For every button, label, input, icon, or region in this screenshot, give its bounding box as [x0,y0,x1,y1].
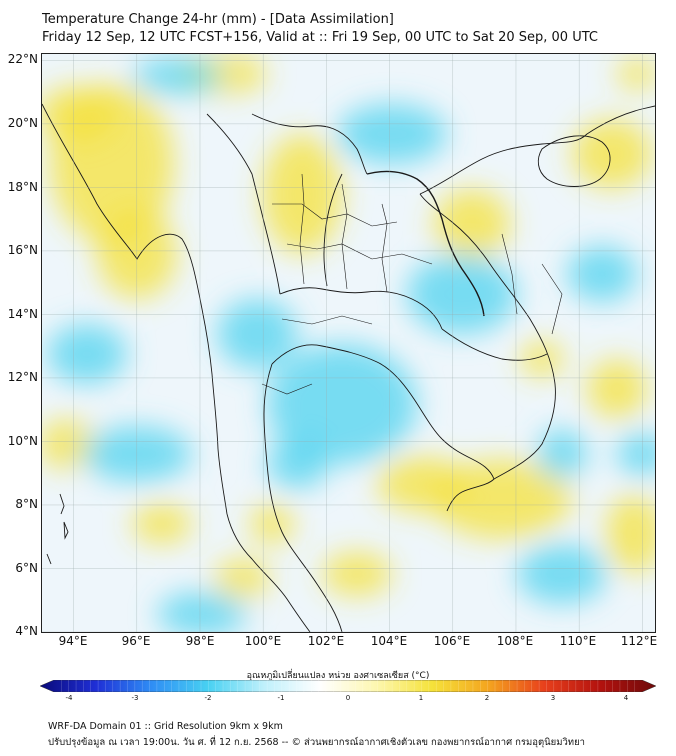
warm-area [587,359,647,419]
province-line [281,315,373,325]
coastline [226,513,311,632]
coastline [419,193,556,480]
border [279,287,443,330]
province-line [341,183,348,290]
province-line [381,203,388,293]
island [46,553,52,565]
warm-area [322,552,392,596]
warm-area [520,341,564,377]
colorbar-tick: 0 [345,694,351,702]
warm-area [617,58,655,90]
province-line [299,173,305,285]
colorbar-tick: -4 [65,694,73,702]
warm-area [250,504,294,544]
lat-label-8n: 8°N [15,497,38,511]
cool-area [47,324,127,384]
warm-area [42,86,117,142]
lon-label-110e: 110°E [559,634,597,648]
lon-label-98e: 98°E [185,634,215,648]
chart-subtitle: Friday 12 Sep, 12 UTC FCST+156, Valid at… [42,30,598,45]
colorbar-tick: 2 [484,694,490,702]
cool-area [217,299,297,369]
cool-area [517,544,607,604]
colorbar-tick: 3 [550,694,556,702]
cool-area [267,344,417,464]
border [441,328,548,361]
warm-area [132,504,192,544]
lat-label-22n: 22°N [7,52,38,66]
border [251,113,368,175]
lat-label-18n: 18°N [7,180,38,194]
cool-area [132,58,222,94]
graticule [42,54,655,632]
warm-area [606,494,655,574]
lon-label-106e: 106°E [433,634,471,648]
lon-label-96e: 96°E [121,634,151,648]
lat-label-16n: 16°N [7,243,38,257]
warm-area [42,419,95,469]
warm-area [432,459,572,539]
cool-area [567,246,637,302]
cool-area [267,439,327,489]
lon-label-112e: 112°E [620,634,658,648]
coastline [271,344,443,440]
lat-label-12n: 12°N [7,370,38,384]
colorbar-label: อุณหภูมิเปลี่ยนแปลง หน่วย องศาเซลเซียส (… [246,671,430,681]
footer-update-info: ปรับปรุงข้อมูล ณ เวลา 19:00น. วัน ศ. ที่… [48,737,585,748]
lon-label-102e: 102°E [307,634,345,648]
warm-area [214,559,270,599]
province-line [286,243,433,265]
island [59,493,65,515]
lat-label-6n: 6°N [15,561,38,575]
coastline [263,363,343,632]
coastline [42,103,228,515]
border [206,113,281,295]
cool-area [407,254,517,334]
warm-area [572,119,652,189]
chart-title: Temperature Change 24-hr (mm) - [Data As… [42,12,394,27]
warm-area [262,134,342,254]
province-line [261,383,313,395]
lat-label-20n: 20°N [7,116,38,130]
border [323,173,343,287]
colorbar-tick: -1 [277,694,285,702]
warm-area [434,189,510,259]
lat-label-10n: 10°N [7,434,38,448]
colorbar-tick: 1 [418,694,424,702]
coastlines-and-borders [42,103,655,632]
cool-area [157,592,247,632]
island [63,521,69,540]
warm-area [377,456,467,512]
lon-label-108e: 108°E [496,634,534,648]
lon-label-104e: 104°E [370,634,408,648]
border [366,170,485,317]
lat-label-4n: 4°N [15,624,38,638]
lon-label-94e: 94°E [58,634,88,648]
province-line [272,203,398,227]
lon-label-100e: 100°E [244,634,282,648]
lat-label-14n: 14°N [7,307,38,321]
coastline [537,135,611,187]
colorbar-tick: -2 [204,694,212,702]
province-line [541,263,563,335]
map-panel [41,53,656,633]
coastline [419,105,655,195]
colorbar [40,680,656,692]
cool-area [617,432,655,476]
temperature-change-map [42,54,655,632]
colorbar-tick: 4 [623,694,629,702]
colorbar-tick: -3 [131,694,139,702]
footer-model-info: WRF-DA Domain 01 :: Grid Resolution 9km … [48,721,283,732]
province-line [501,233,518,315]
cool-area [537,429,587,479]
cool-area [337,104,447,164]
